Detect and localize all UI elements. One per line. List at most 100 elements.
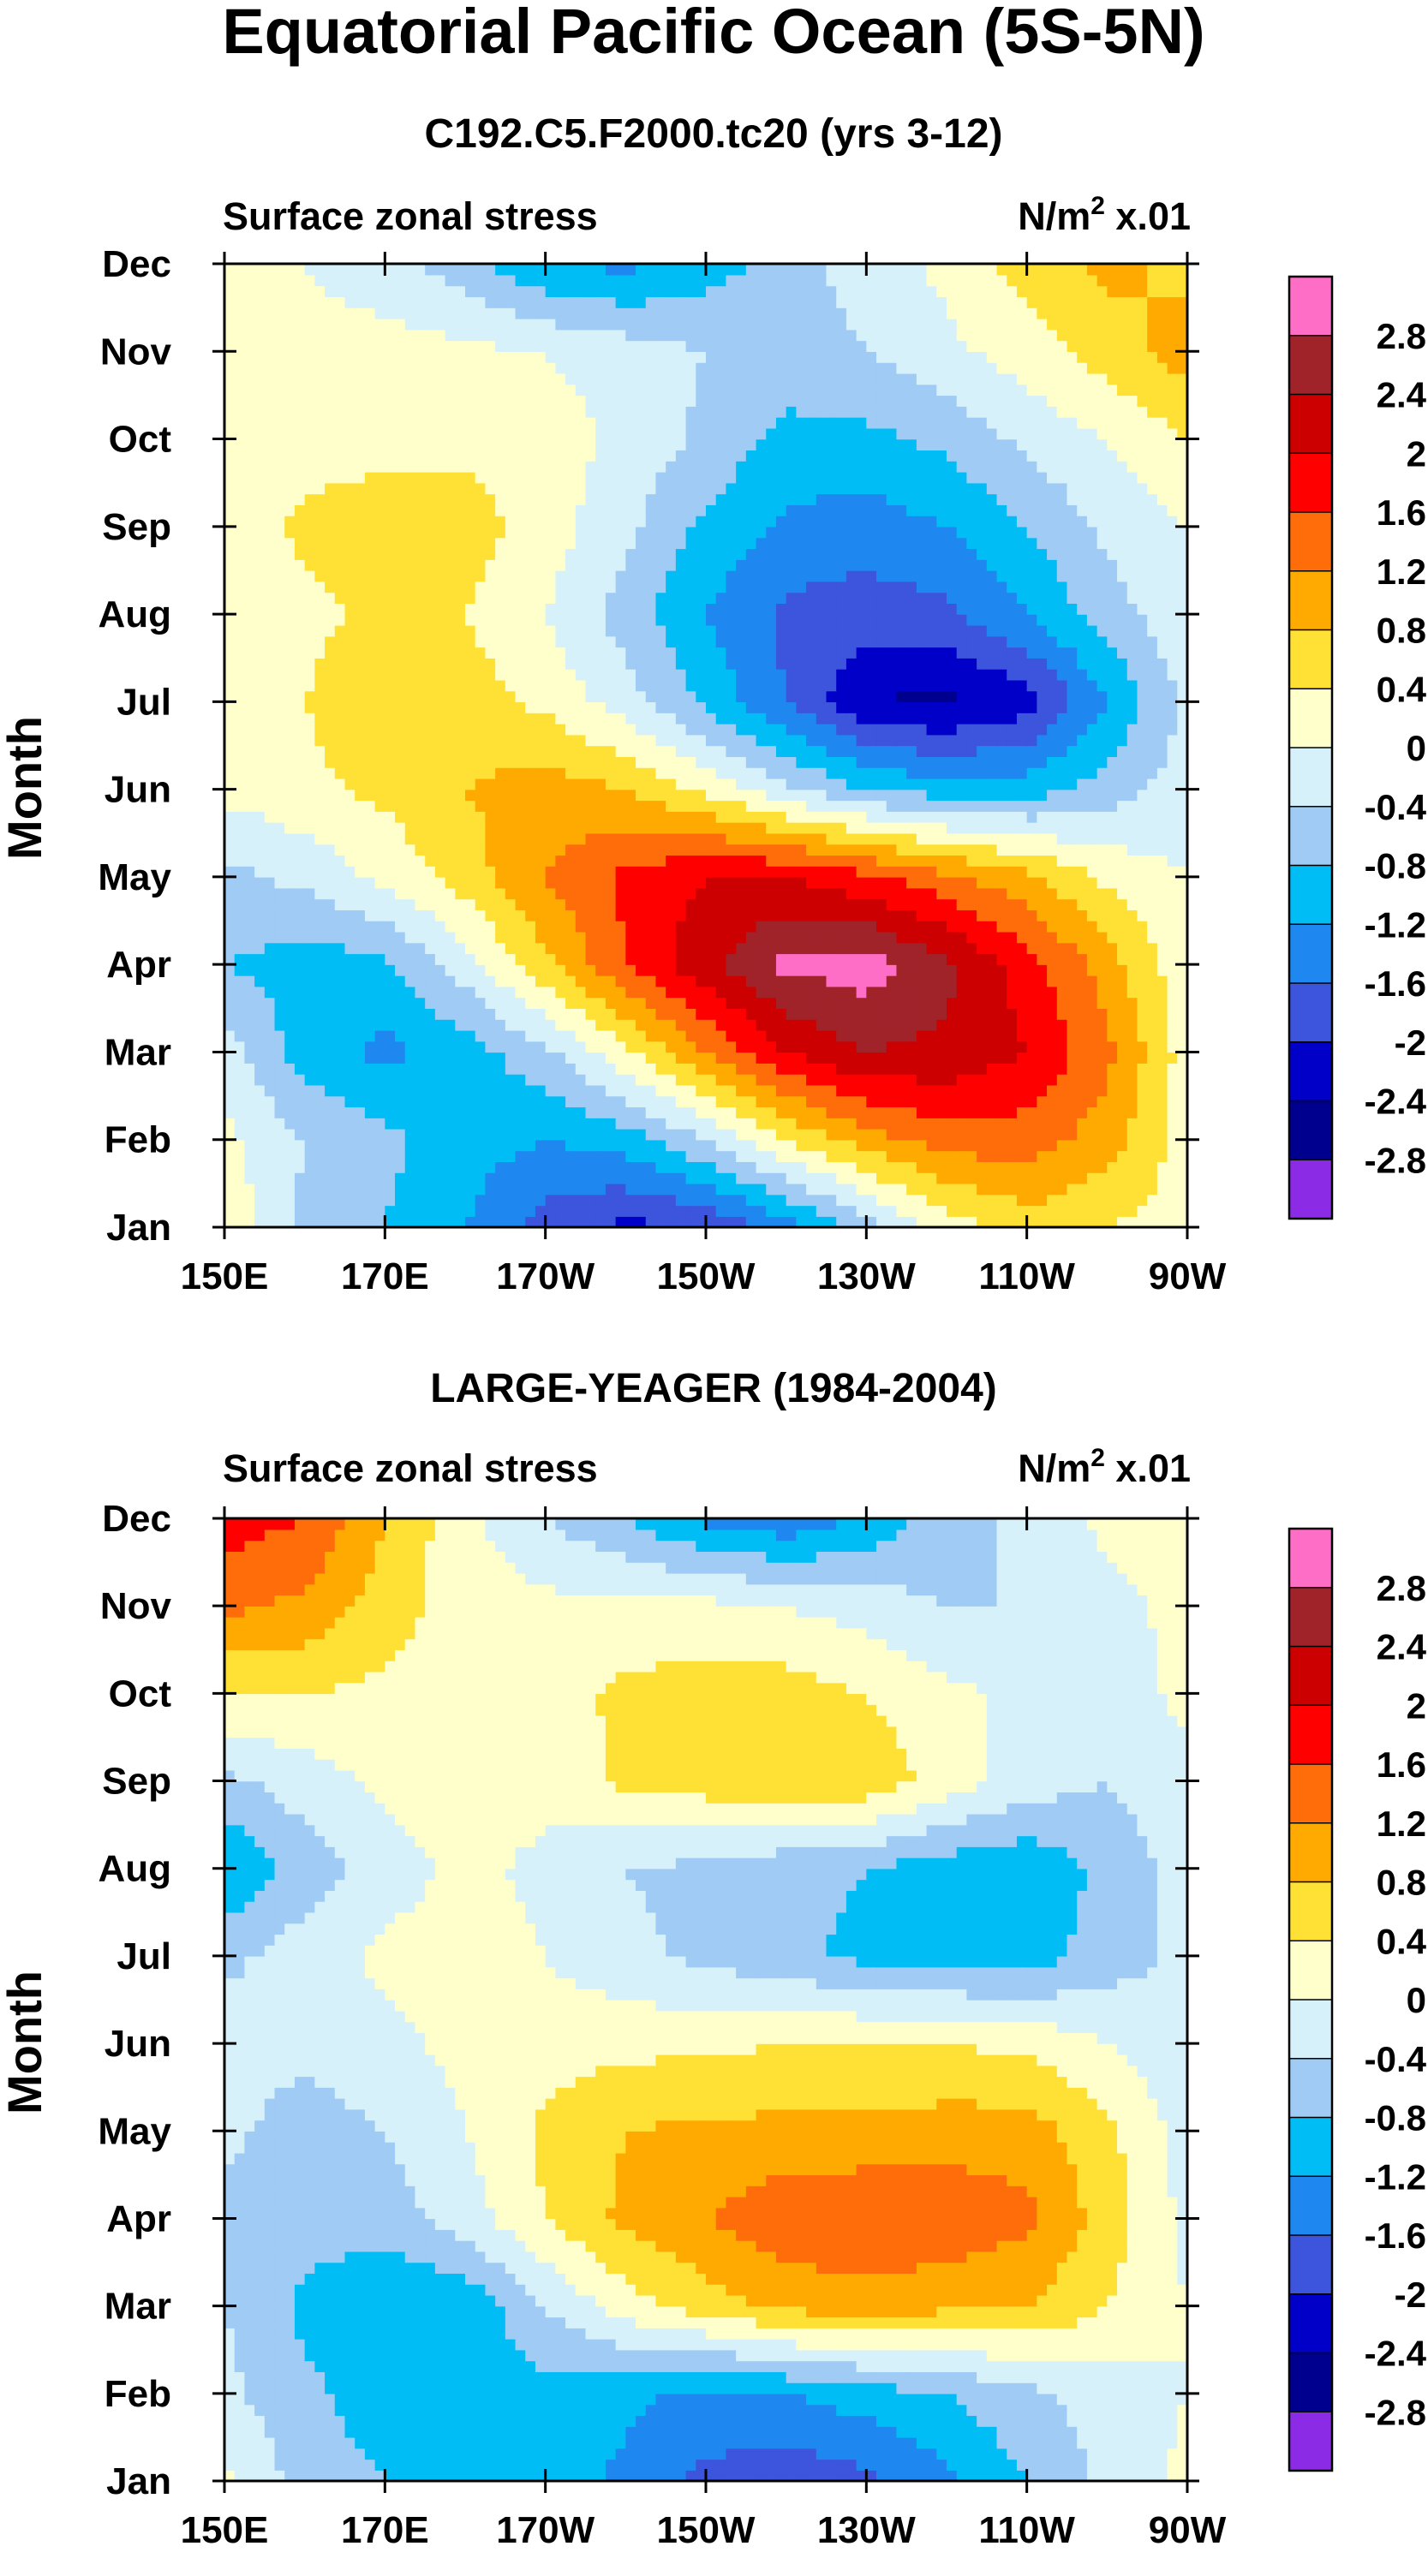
- heatmap-cell: [516, 1161, 526, 1172]
- heatmap-cell: [836, 1096, 846, 1107]
- heatmap-cell: [405, 735, 415, 746]
- heatmap-cell: [565, 1140, 576, 1151]
- heatmap-cell: [1147, 778, 1157, 790]
- heatmap-cell: [816, 756, 827, 767]
- heatmap-cell: [676, 1085, 686, 1096]
- heatmap-cell: [796, 691, 806, 702]
- heatmap-cell: [927, 932, 937, 943]
- heatmap-cell: [726, 953, 736, 964]
- heatmap-cell: [1047, 866, 1057, 877]
- heatmap-cell: [565, 943, 576, 954]
- heatmap-cell: [836, 778, 846, 790]
- heatmap-cell: [917, 1052, 927, 1063]
- heatmap-cell: [836, 680, 846, 691]
- heatmap-cell: [465, 1118, 475, 1129]
- heatmap-cell: [546, 1205, 556, 1216]
- heatmap-cell: [947, 1106, 957, 1118]
- heatmap-cell: [625, 767, 636, 778]
- heatmap-cell: [636, 987, 646, 998]
- heatmap-cell: [445, 713, 456, 724]
- heatmap-cell: [876, 1129, 887, 1140]
- heatmap-cell: [224, 987, 235, 998]
- heatmap-cell: [475, 1052, 486, 1063]
- heatmap-cell: [676, 800, 686, 811]
- heatmap-cell: [465, 987, 475, 998]
- heatmap-cell: [686, 1195, 696, 1206]
- heatmap-cell: [445, 1161, 456, 1172]
- heatmap-cell: [465, 855, 475, 866]
- heatmap-cell: [365, 1074, 375, 1085]
- heatmap-cell: [616, 1041, 626, 1052]
- heatmap-cell: [595, 1151, 606, 1162]
- heatmap-cell: [966, 932, 977, 943]
- heatmap-cell: [445, 756, 456, 767]
- heatmap-cell: [565, 1106, 576, 1118]
- heatmap-cell: [927, 855, 937, 866]
- heatmap-cell: [1127, 833, 1138, 844]
- heatmap-cell: [1107, 1106, 1117, 1118]
- heatmap-cell: [1097, 943, 1108, 954]
- heatmap-cell: [375, 746, 385, 757]
- heatmap-cell: [345, 658, 356, 669]
- heatmap-cell: [576, 975, 586, 987]
- heatmap-cell: [275, 746, 285, 757]
- heatmap-cell: [1037, 909, 1047, 921]
- heatmap-cell: [896, 669, 906, 680]
- heatmap-cell: [906, 800, 917, 811]
- heatmap-cell: [224, 680, 235, 691]
- heatmap-cell: [375, 888, 385, 899]
- heatmap-cell: [816, 943, 827, 954]
- heatmap-cell: [997, 833, 1007, 844]
- heatmap-cell: [927, 833, 937, 844]
- heatmap-cell: [1067, 701, 1078, 713]
- heatmap-cell: [676, 1195, 686, 1206]
- heatmap-cell: [666, 1140, 676, 1151]
- heatmap-cell: [756, 898, 767, 909]
- heatmap-cell: [686, 1063, 696, 1074]
- heatmap-cell: [866, 975, 876, 987]
- heatmap-cell: [706, 790, 716, 801]
- heatmap-cell: [395, 1129, 405, 1140]
- heatmap-cell: [565, 1063, 576, 1074]
- heatmap-cell: [716, 964, 726, 975]
- heatmap-cell: [375, 1096, 385, 1107]
- heatmap-cell: [314, 1030, 325, 1041]
- heatmap-cell: [927, 1129, 937, 1140]
- heatmap-cell: [475, 811, 486, 822]
- heatmap-cell: [887, 953, 897, 964]
- heatmap-cell: [1017, 1041, 1027, 1052]
- heatmap-cell: [776, 1063, 786, 1074]
- heatmap-cell: [816, 855, 827, 866]
- heatmap-cell: [525, 1172, 535, 1184]
- heatmap-cell: [265, 1184, 275, 1195]
- heatmap-cell: [375, 833, 385, 844]
- heatmap-cell: [666, 1096, 676, 1107]
- heatmap-cell: [425, 1140, 435, 1151]
- heatmap-cell: [776, 1074, 786, 1085]
- heatmap-cell: [756, 1129, 767, 1140]
- heatmap-cell: [876, 724, 887, 735]
- heatmap-cell: [1117, 669, 1127, 680]
- heatmap-cell: [445, 1140, 456, 1151]
- heatmap-cell: [425, 680, 435, 691]
- heatmap-cell: [275, 964, 285, 975]
- heatmap-cell: [655, 1008, 666, 1019]
- heatmap-cell: [365, 898, 375, 909]
- heatmap-cell: [1067, 1161, 1078, 1172]
- heatmap-cell: [595, 888, 606, 899]
- heatmap-cell: [415, 701, 425, 713]
- heatmap-cell: [655, 724, 666, 735]
- heatmap-cell: [636, 866, 646, 877]
- heatmap-cell: [335, 943, 345, 954]
- heatmap-cell: [535, 909, 546, 921]
- heatmap-cell: [525, 1063, 535, 1074]
- heatmap-cell: [375, 1205, 385, 1216]
- heatmap-cell: [1147, 800, 1157, 811]
- heatmap-cell: [525, 888, 535, 899]
- heatmap-cell: [896, 713, 906, 724]
- heatmap-cell: [1097, 680, 1108, 691]
- heatmap-cell: [686, 877, 696, 888]
- heatmap-cell: [485, 1118, 495, 1129]
- heatmap-cell: [535, 1030, 546, 1041]
- heatmap-cell: [655, 746, 666, 757]
